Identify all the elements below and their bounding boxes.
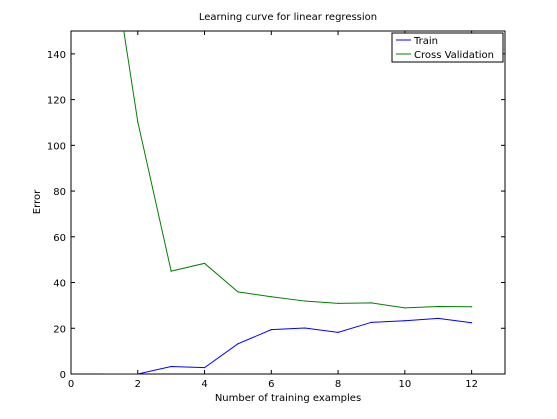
y-tick-label: 60 (53, 233, 66, 244)
data-point-train (471, 322, 473, 324)
data-point-train (304, 327, 306, 329)
y-tick-label: 0 (60, 370, 66, 381)
legend-label-cross-validation: Cross Validation (414, 50, 494, 61)
x-tick-label: 2 (135, 379, 141, 390)
y-tick-label: 40 (53, 279, 66, 290)
data-point-cross-validation (170, 270, 172, 272)
y-tick-label: 80 (53, 187, 66, 198)
data-point-cross-validation (270, 296, 272, 298)
data-point-train (404, 320, 406, 322)
y-tick-label: 100 (47, 141, 66, 152)
legend-box (391, 32, 504, 63)
legend-label-train: Train (413, 36, 438, 47)
data-point-cross-validation (404, 307, 406, 309)
legend: Train Cross Validation (391, 32, 504, 63)
data-point-cross-validation (137, 121, 139, 123)
data-point-cross-validation (237, 291, 239, 293)
data-point-train (237, 343, 239, 345)
plot-frame (70, 30, 506, 375)
data-point-cross-validation (337, 302, 339, 304)
x-tick-label: 8 (335, 379, 341, 390)
data-point-train (270, 329, 272, 331)
data-point-train (103, 373, 105, 374)
data-point-train (203, 366, 206, 369)
x-tick-label: 4 (201, 379, 207, 390)
data-point-cross-validation (471, 306, 473, 308)
data-point-train (170, 365, 172, 368)
x-tick-label: 6 (268, 379, 274, 390)
data-point-train (337, 331, 339, 333)
x-axis-label: Number of training examples (215, 393, 361, 404)
chart-title: Learning curve for linear regression (199, 12, 377, 23)
y-tick-label: 140 (47, 50, 66, 61)
data-point-cross-validation (304, 300, 306, 302)
series-line-cross-validation (123, 31, 472, 309)
y-tick-label: 20 (53, 324, 66, 335)
x-tick-label: 10 (398, 379, 411, 390)
data-point-cross-validation (203, 262, 206, 264)
data-point-cross-validation (370, 302, 373, 304)
data-point-cross-validation (437, 305, 439, 308)
data-point-train (137, 373, 139, 374)
data-point-train (437, 317, 439, 320)
y-tick-label: 120 (47, 96, 66, 107)
series-lines (103, 31, 473, 374)
x-tick-label: 0 (68, 379, 74, 390)
data-point-train (370, 321, 373, 323)
series-line-train (104, 317, 472, 374)
y-axis-label: Error (32, 189, 43, 214)
x-tick-label: 12 (465, 379, 478, 390)
